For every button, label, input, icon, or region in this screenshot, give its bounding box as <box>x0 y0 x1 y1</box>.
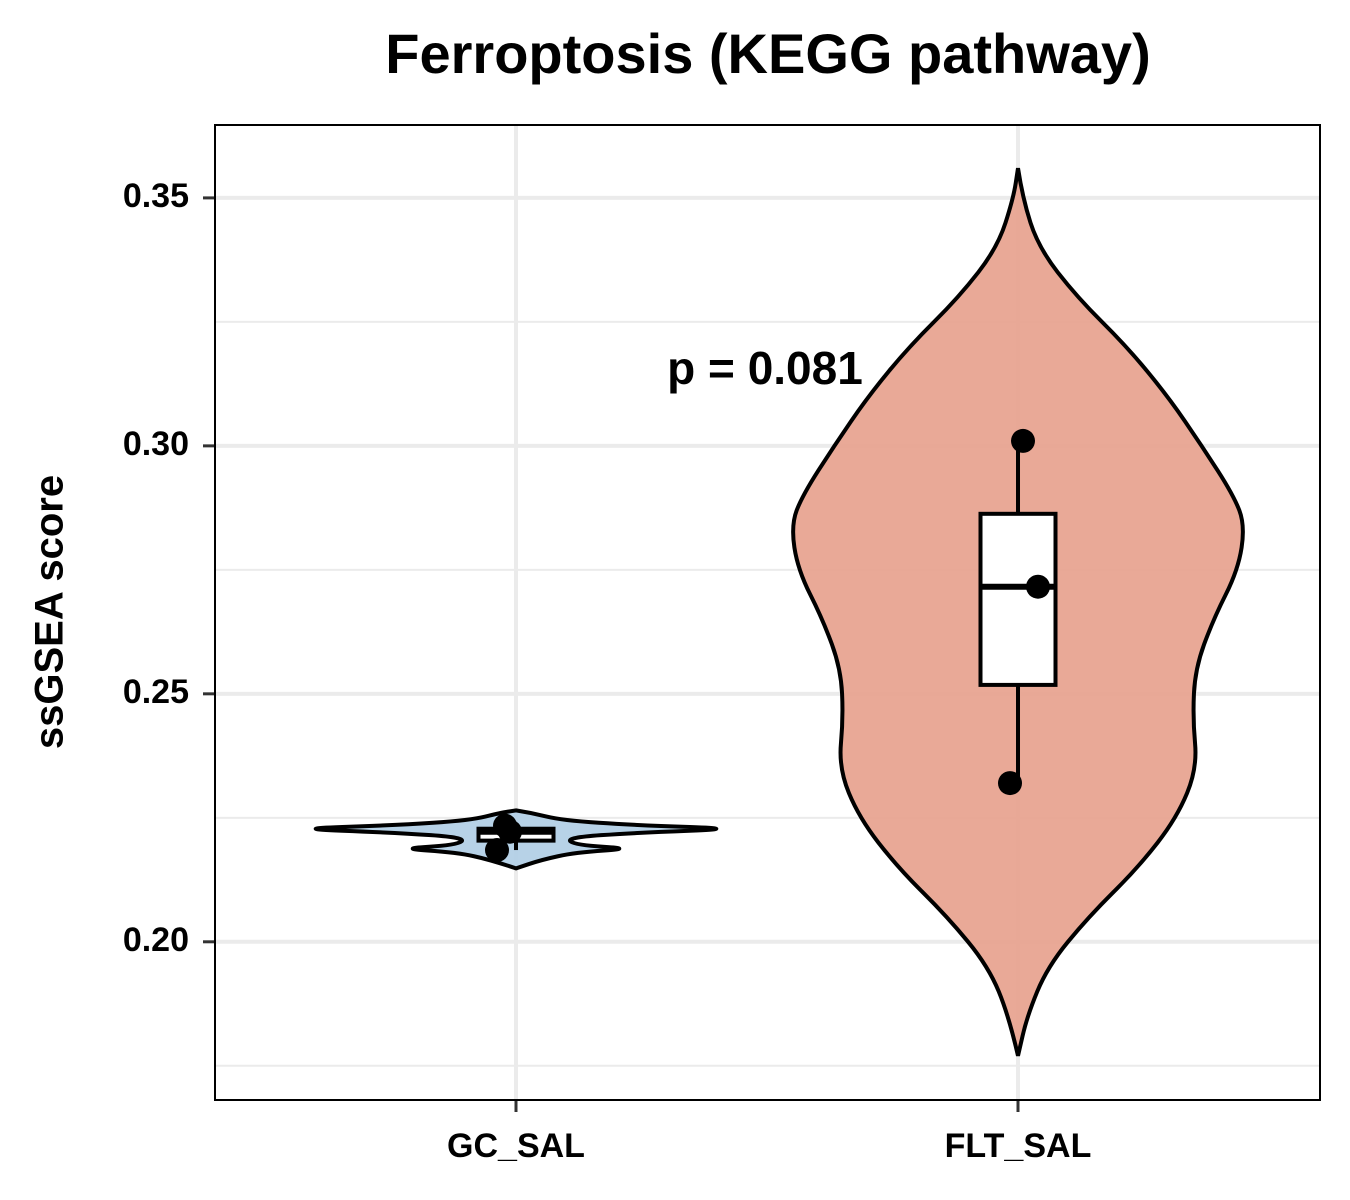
point <box>485 838 510 863</box>
point <box>1026 574 1051 599</box>
y-tick-label: 0.20 <box>123 921 189 959</box>
point <box>498 819 523 844</box>
y-tick-label: 0.30 <box>123 425 189 463</box>
x-tick-label: FLT_SAL <box>945 1127 1092 1165</box>
chart-title: Ferroptosis (KEGG pathway) <box>385 22 1150 85</box>
y-tick-label: 0.35 <box>123 177 189 215</box>
y-axis-label: ssGSEA score <box>28 475 72 749</box>
point <box>998 771 1023 796</box>
y-tick-label: 0.25 <box>123 673 189 711</box>
box <box>978 511 1058 687</box>
annotation: p = 0.081 <box>667 342 863 394</box>
x-tick-label: GC_SAL <box>447 1127 585 1165</box>
panel-border <box>214 124 1321 1101</box>
point <box>1011 428 1036 453</box>
